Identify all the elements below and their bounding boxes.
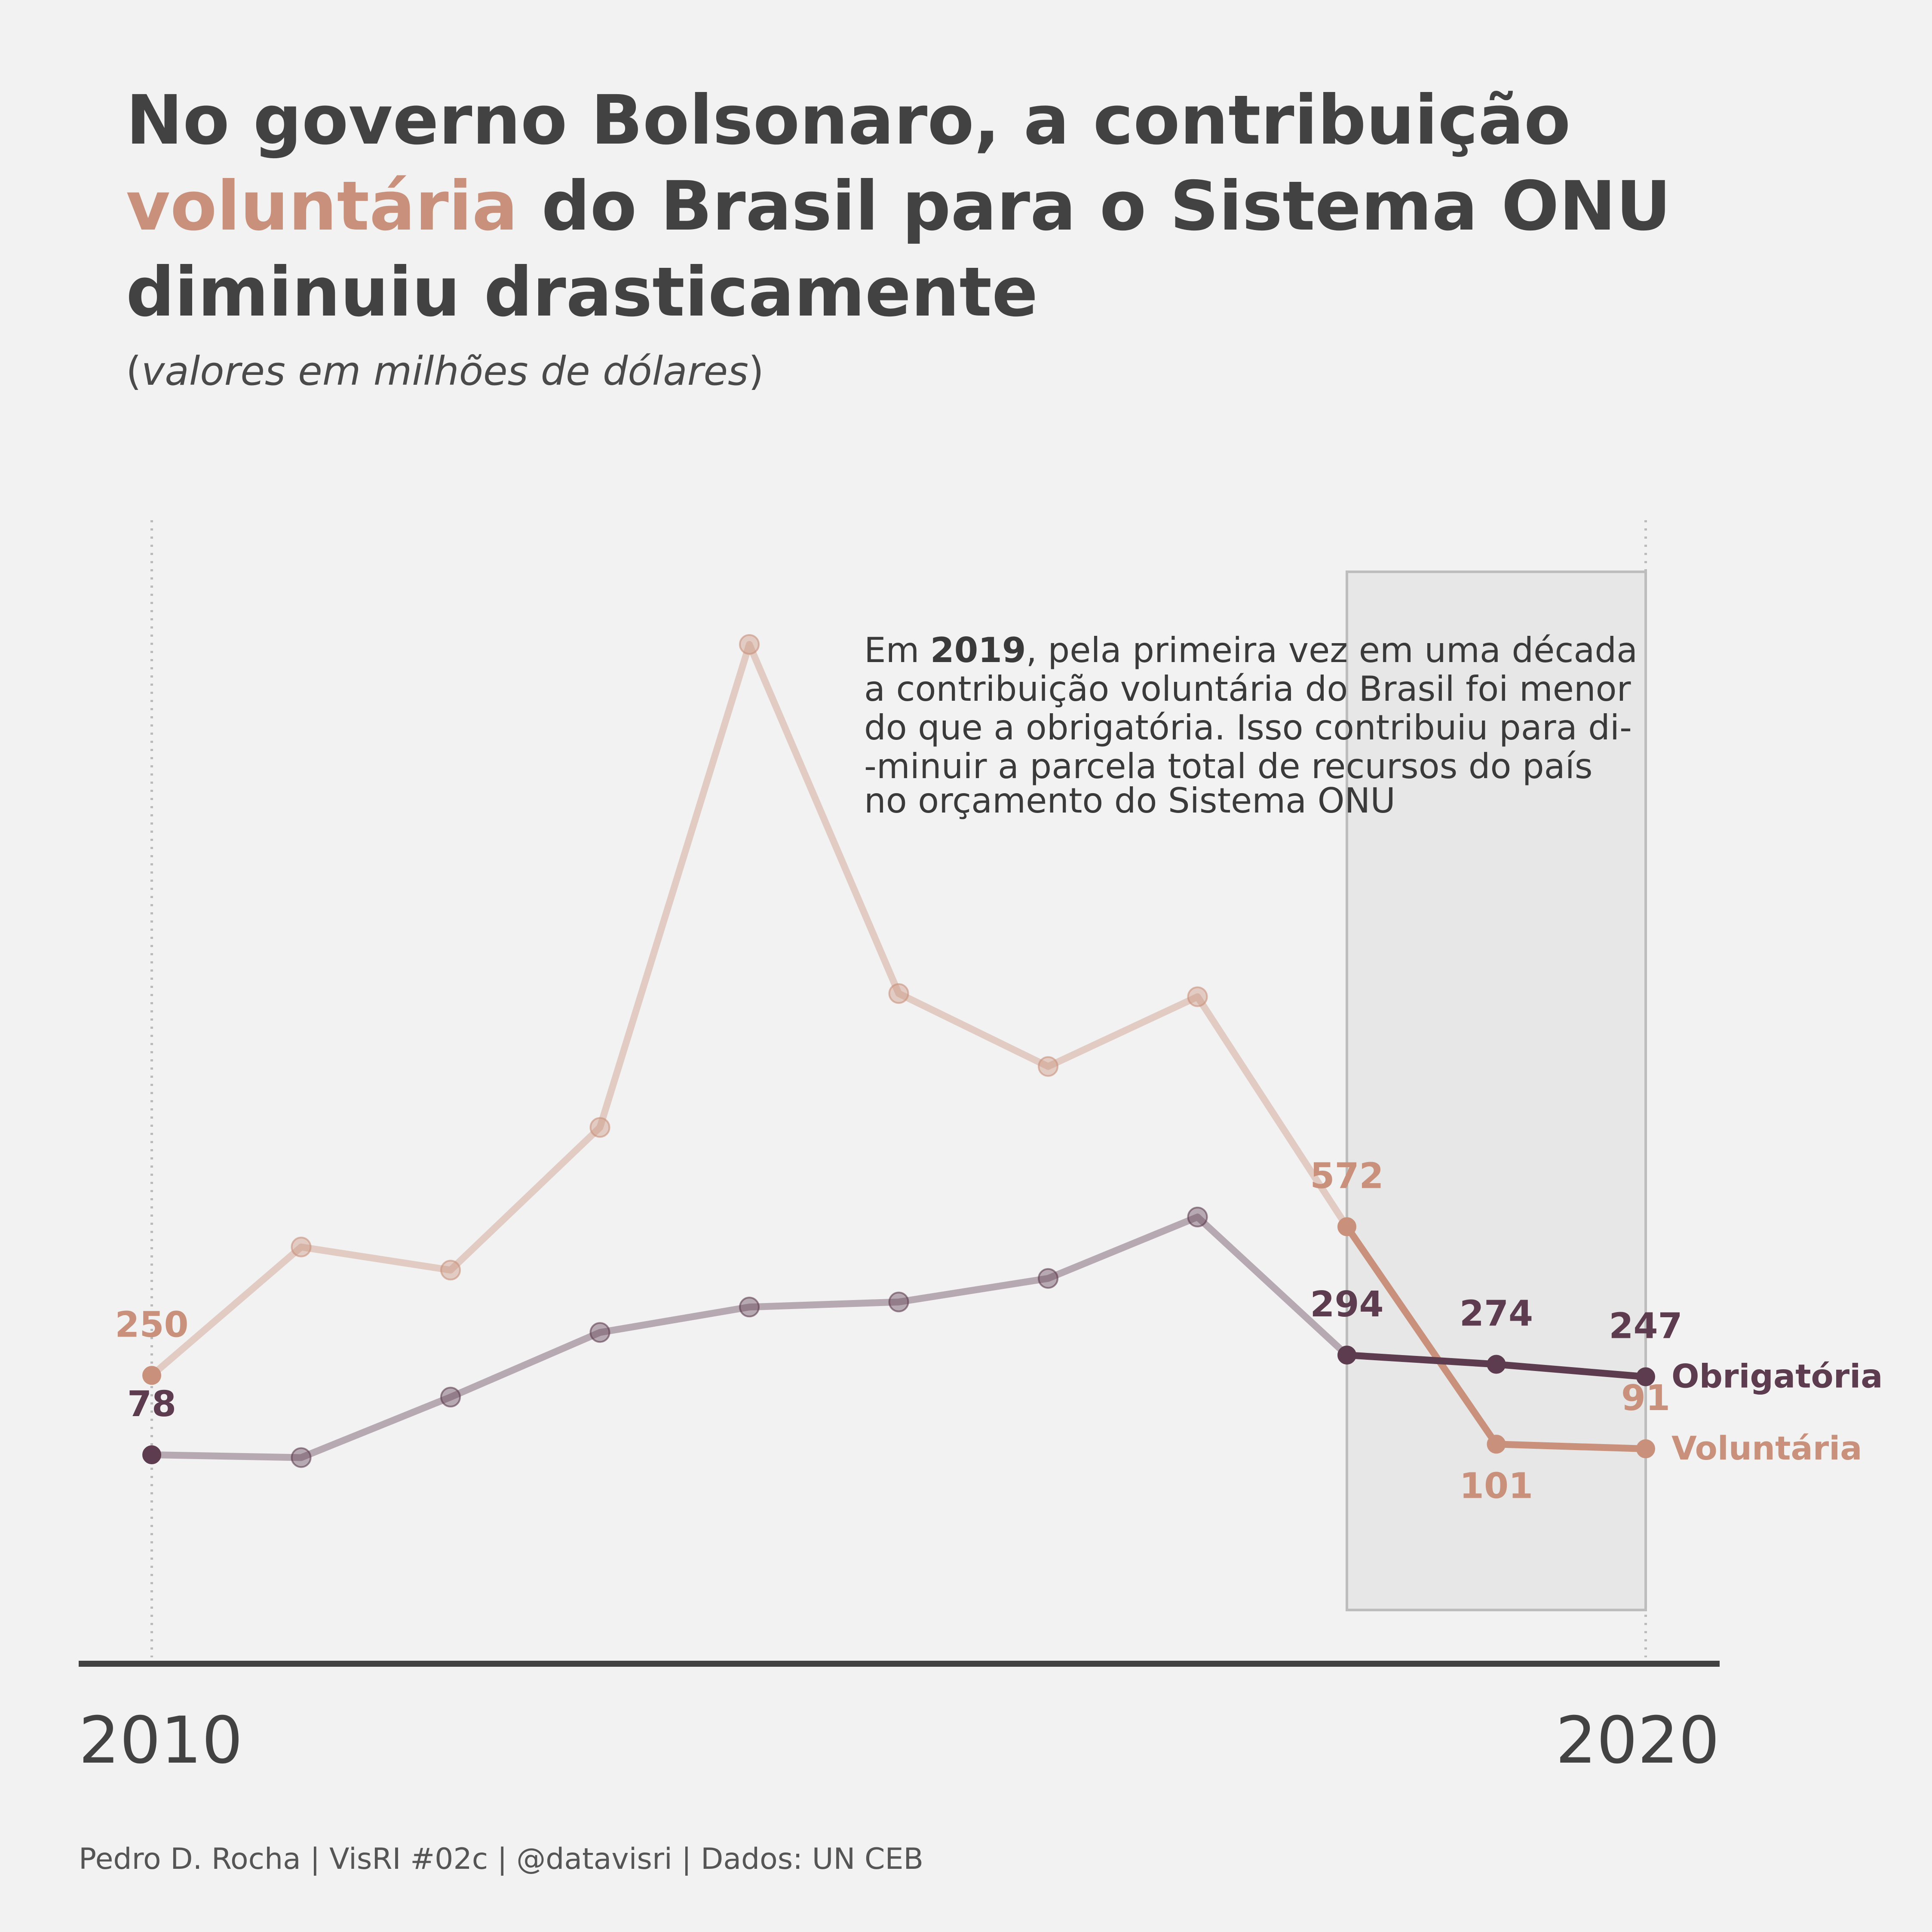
voluntria-label-2018: 572 <box>1310 1156 1383 1196</box>
chart-title: No governo Bolsonaro, a contribuição vol… <box>126 77 1824 335</box>
obrigatria-label-2020: 247 <box>1609 1306 1682 1346</box>
title-line-2: do Brasil para o Sistema ONU <box>541 167 1671 246</box>
title-line-3: diminuiu drasticamente <box>126 253 1038 332</box>
series-labels: Voluntária Obrigatória <box>1671 1357 1883 1467</box>
obrigatria-point-2014 <box>739 1297 760 1318</box>
chart-subtitle: (valores em milhões de dólares) <box>126 348 764 394</box>
voluntria-point-2020 <box>1636 1439 1655 1459</box>
obrigatria-point-2011 <box>291 1447 312 1468</box>
annotation-line-3: do que a obrigatória. Isso contribuiu pa… <box>864 708 1632 748</box>
obrigatria-point-2017 <box>1187 1206 1208 1227</box>
subtitle-text: valores em milhões de dólares <box>141 348 748 394</box>
obrigatria-label-2019: 274 <box>1460 1293 1533 1334</box>
obrigatria-point-2018 <box>1337 1346 1356 1365</box>
voluntria-label-2020: 91 <box>1621 1378 1670 1419</box>
x-tick-2010: 2010 <box>79 1703 243 1778</box>
footer-credits: Pedro D. Rocha | VisRI #02c | @datavisri… <box>79 1842 924 1876</box>
obrigatria-series-label: Obrigatória <box>1671 1357 1883 1395</box>
annotation-line-5: no orçamento do Sistema ONU <box>864 781 1395 821</box>
obrigatria-point-2019 <box>1487 1355 1506 1374</box>
title-line-1: No governo Bolsonaro, a contribuição <box>126 81 1571 160</box>
voluntria-line-faded <box>148 641 1350 1379</box>
obrigatria-point-2012 <box>440 1386 461 1408</box>
obrigatria-point-2010 <box>142 1445 161 1464</box>
annotation-line-2: a contribuição voluntária do Brasil foi … <box>864 669 1631 709</box>
annotation-line-4: -minuir a parcela total de recursos do p… <box>864 746 1593 786</box>
voluntria-point-2018 <box>1337 1217 1356 1236</box>
voluntria-point-2015 <box>888 983 909 1004</box>
data-labels: 250 572 101 91 78 294 274 247 <box>115 1156 1682 1506</box>
voluntria-label-2019: 101 <box>1460 1466 1533 1506</box>
obrigatria-line-faded <box>148 1213 1350 1461</box>
voluntria-point-2014 <box>739 634 760 655</box>
voluntria-point-2016 <box>1038 1056 1058 1077</box>
voluntria-point-2012 <box>440 1260 461 1281</box>
voluntria-point-2019 <box>1487 1435 1506 1454</box>
voluntria-point-2013 <box>589 1117 610 1138</box>
series-points <box>142 634 1655 1468</box>
voluntria-label-2010: 250 <box>115 1304 188 1345</box>
obrigatria-label-2018: 294 <box>1310 1284 1383 1325</box>
obrigatria-label-2010: 78 <box>127 1384 176 1425</box>
obrigatria-point-2013 <box>589 1322 610 1343</box>
x-tick-2020: 2020 <box>1555 1703 1720 1778</box>
voluntria-series-label: Voluntária <box>1671 1429 1862 1467</box>
title-highlight: voluntária <box>126 167 518 246</box>
subtitle-open: ( <box>126 348 141 394</box>
voluntria-point-2010 <box>142 1366 161 1385</box>
obrigatria-point-2016 <box>1038 1268 1058 1289</box>
obrigatria-point-2015 <box>888 1291 909 1313</box>
subtitle-close: ) <box>748 348 764 394</box>
x-tick-labels: 2010 2020 <box>79 1703 1720 1778</box>
obrigatria-point-2020 <box>1636 1367 1655 1386</box>
voluntria-point-2017 <box>1187 986 1208 1007</box>
voluntria-point-2011 <box>291 1236 312 1257</box>
annotation-line-1: Em 2019, pela primeira vez em uma década <box>864 630 1638 670</box>
